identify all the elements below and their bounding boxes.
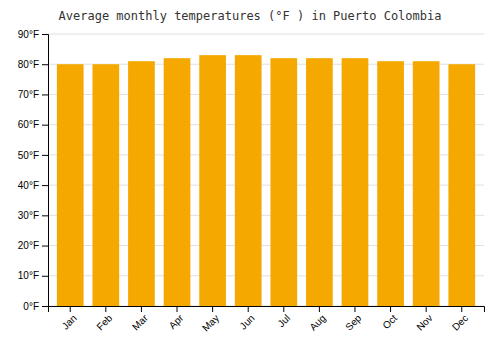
tick-mark <box>42 34 48 35</box>
tick-label: Apr <box>167 312 186 331</box>
bar <box>92 64 119 306</box>
tick-label: Sep <box>343 312 364 333</box>
tick: 0°F <box>23 301 48 312</box>
chart: 0°F 10°F 20°F 30°F 40°F 50°F 60°F 70°F 80°F 90°F J… <box>0 0 500 350</box>
tick-mark <box>390 306 391 312</box>
tick-mark <box>248 306 249 312</box>
tick: 50°F <box>18 150 48 161</box>
tick: 90°F <box>18 29 48 40</box>
x-axis: Jan Feb Mar Apr May Jun Jul Aug Sep Oct Nov Dec <box>49 306 485 334</box>
tick-label: 30°F <box>18 210 39 221</box>
plot: 0°F 10°F 20°F 30°F 40°F 50°F 60°F 70°F 80°F 90°F J… <box>18 29 485 334</box>
tick-mark <box>177 306 178 312</box>
bar <box>57 64 84 306</box>
tick-label: Feb <box>94 312 114 332</box>
tick: 30°F <box>18 210 48 221</box>
bar <box>128 61 155 306</box>
tick: Nov <box>414 306 434 333</box>
bar <box>235 55 262 306</box>
tick-label: Dec <box>450 312 470 332</box>
tick-label: 80°F <box>18 59 39 70</box>
grid-line <box>48 34 484 35</box>
tick-mark <box>354 306 355 312</box>
bar <box>413 61 440 306</box>
tick: May <box>200 306 221 334</box>
tick: 10°F <box>18 270 48 281</box>
title: Average monthly temperatures (°F ) in Pu… <box>59 9 442 23</box>
tick-mark <box>42 125 48 126</box>
tick-label: 40°F <box>18 180 39 191</box>
grid <box>48 34 484 306</box>
tick-mark <box>212 306 213 312</box>
tick: 70°F <box>18 89 48 100</box>
tick: Oct <box>380 306 399 331</box>
tick-label: Jan <box>60 312 79 331</box>
bars <box>57 55 475 306</box>
bar <box>342 58 369 306</box>
bar <box>306 58 333 306</box>
tick-mark <box>42 276 48 277</box>
tick-mark <box>42 246 48 247</box>
tick-label: Oct <box>380 312 399 331</box>
tick: Feb <box>94 306 114 332</box>
tick: Sep <box>343 306 364 333</box>
bar <box>448 64 475 306</box>
tick-mark <box>70 306 71 312</box>
tick-label: Jul <box>275 312 292 329</box>
tick-label: May <box>200 312 221 333</box>
tick: Aug <box>308 306 328 333</box>
tick-label: 90°F <box>18 29 39 40</box>
tick-mark <box>426 306 427 312</box>
tick: 60°F <box>18 119 48 130</box>
tick: Jan <box>60 306 79 332</box>
axis-line <box>49 307 485 313</box>
tick-mark <box>105 306 106 312</box>
tick: Jun <box>238 306 257 332</box>
tick-mark <box>42 64 48 65</box>
tick-mark <box>42 306 48 307</box>
tick: Dec <box>450 306 470 333</box>
tick-mark <box>42 185 48 186</box>
tick-label: Nov <box>414 312 434 332</box>
tick: Mar <box>130 306 150 332</box>
tick: Apr <box>167 306 186 331</box>
bar <box>270 58 297 306</box>
tick-label: 0°F <box>23 301 39 312</box>
bar <box>164 58 191 306</box>
tick: Jul <box>275 306 292 329</box>
tick-label: Aug <box>308 312 328 332</box>
y-axis: 0°F 10°F 20°F 30°F 40°F 50°F 60°F 70°F 80°F 90°F <box>18 29 49 312</box>
tick: 80°F <box>18 59 48 70</box>
tick-label: Mar <box>130 312 150 332</box>
bar <box>377 61 404 306</box>
tick-mark <box>283 306 284 312</box>
tick-mark <box>461 306 462 312</box>
tick-label: Jun <box>238 312 257 331</box>
tick-label: 60°F <box>18 119 39 130</box>
tick-label: 20°F <box>18 240 39 251</box>
tick: 40°F <box>18 180 48 191</box>
tick-label: 50°F <box>18 150 39 161</box>
tick-mark <box>141 306 142 312</box>
tick-label: 10°F <box>18 270 39 281</box>
tick-label: 70°F <box>18 89 39 100</box>
tick-mark <box>42 155 48 156</box>
bar <box>199 55 226 306</box>
tick-mark <box>319 306 320 312</box>
tick-mark <box>42 94 48 95</box>
tick: 20°F <box>18 240 48 251</box>
tick-mark <box>42 215 48 216</box>
axis-line <box>42 35 49 307</box>
